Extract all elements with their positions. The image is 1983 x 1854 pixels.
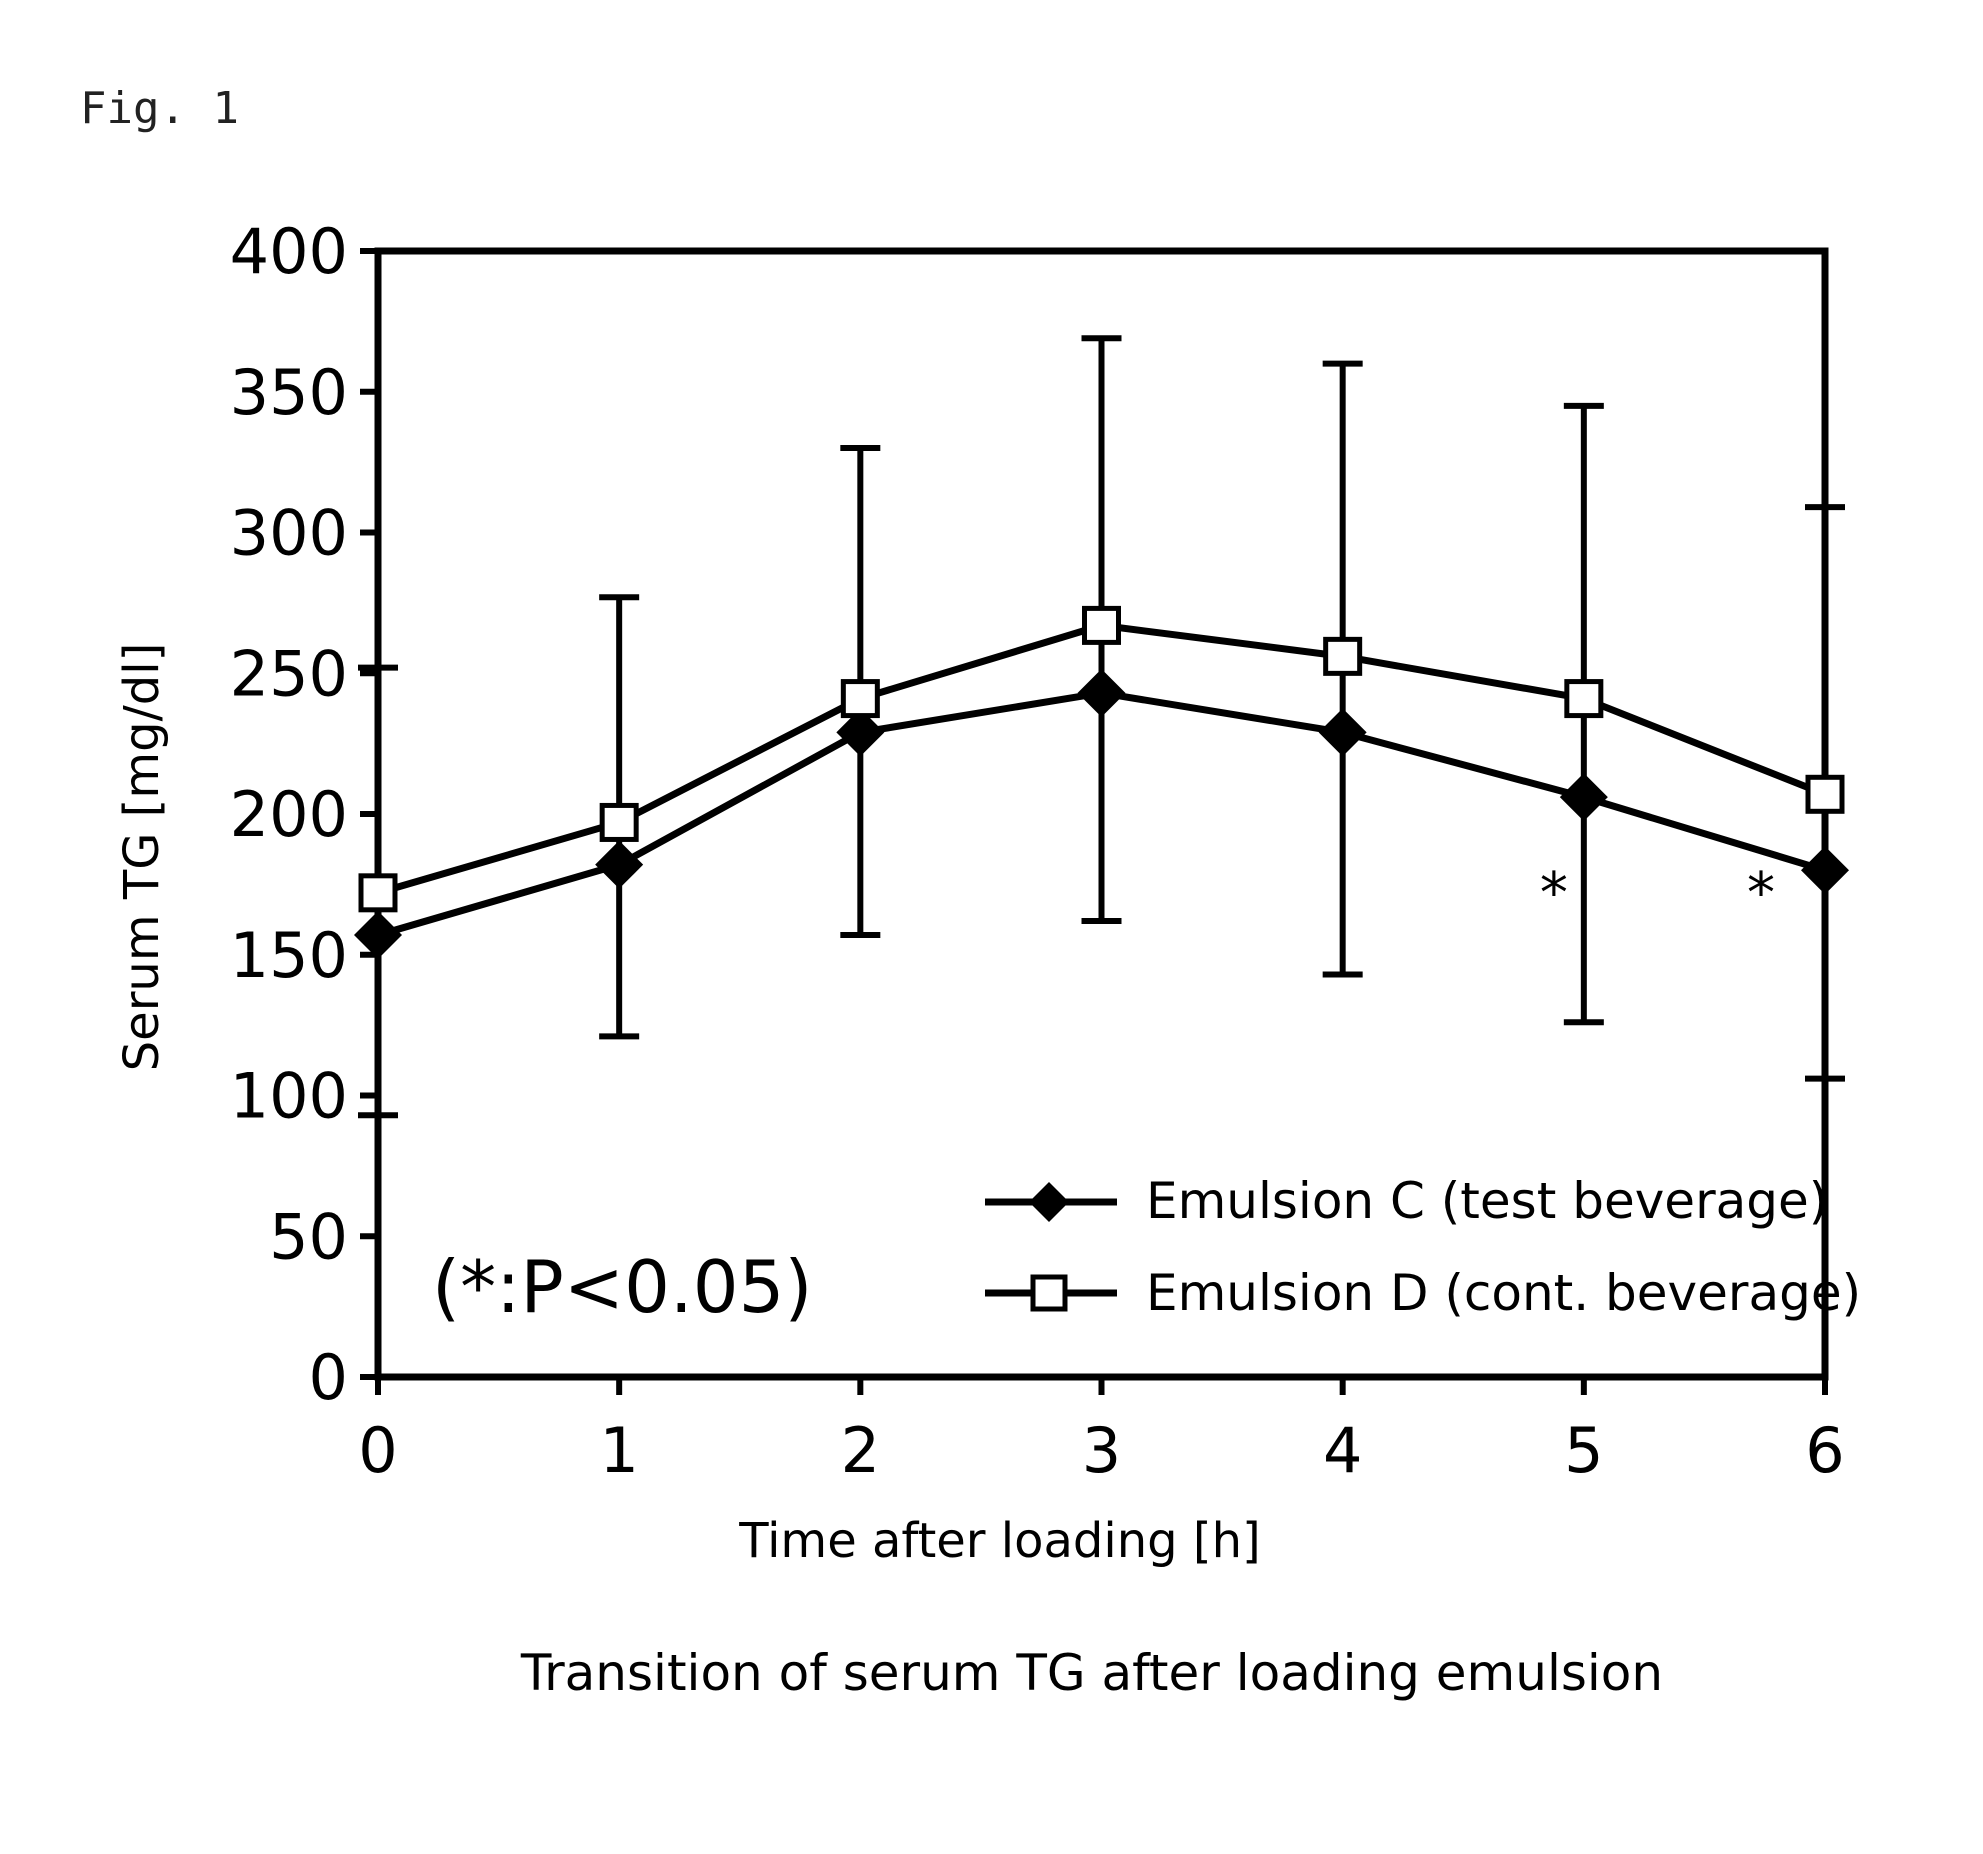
- figure-caption: Transition of serum TG after loading emu…: [520, 1644, 1663, 1702]
- y-tick-label: 0: [309, 1341, 348, 1414]
- data-point-emulsion-d: [361, 876, 395, 910]
- data-point-emulsion-c: [595, 841, 643, 889]
- legend-marker-diamond: [1029, 1182, 1069, 1222]
- x-tick-label: 0: [358, 1414, 397, 1487]
- y-tick-label: 200: [230, 778, 348, 851]
- y-tick-label: 250: [230, 637, 348, 710]
- y-tick-label: 150: [230, 919, 348, 992]
- significance-star: *: [1540, 861, 1568, 926]
- y-axis-title: Serum TG [mg/dl]: [114, 643, 170, 1072]
- figure: Fig. 1 050100150200250300350400 0123456 …: [0, 0, 1983, 1854]
- data-point-emulsion-d: [1326, 639, 1360, 673]
- data-point-emulsion-c: [1560, 773, 1608, 821]
- data-point-emulsion-c: [1801, 846, 1849, 894]
- y-tick-label: 50: [269, 1200, 348, 1273]
- x-tick-label: 2: [841, 1414, 880, 1487]
- data-point-emulsion-d: [1567, 682, 1601, 716]
- x-tick-label: 1: [599, 1414, 638, 1487]
- data-point-emulsion-c: [1319, 708, 1367, 756]
- error-bars: [358, 338, 1845, 1115]
- data-point-emulsion-d: [1085, 608, 1119, 642]
- data-point-emulsion-d: [602, 805, 636, 839]
- y-tick-label: 300: [230, 497, 348, 570]
- legend-label-emulsion-d: Emulsion D (cont. beverage): [1146, 1264, 1861, 1322]
- legend-label-emulsion-c: Emulsion C (test beverage): [1146, 1172, 1828, 1230]
- y-tick-label: 350: [230, 356, 348, 429]
- significance-note: (*:P<0.05): [432, 1245, 813, 1329]
- y-axis-ticks: 0 50 100 150 200 250 300 350 400: [230, 215, 378, 1414]
- legend-marker-square: [1033, 1277, 1065, 1309]
- x-tick-label: 5: [1564, 1414, 1603, 1487]
- x-axis-title: Time after loading [h]: [738, 1513, 1260, 1569]
- x-axis-ticks: 0 1 2 3 4 5 6: [358, 1377, 1844, 1487]
- y-tick-label: 100: [230, 1060, 348, 1133]
- data-point-emulsion-d: [843, 682, 877, 716]
- data-point-emulsion-d: [1808, 777, 1842, 811]
- y-tick-label: 400: [230, 215, 348, 288]
- x-tick-label: 4: [1323, 1414, 1362, 1487]
- x-tick-label: 3: [1082, 1414, 1121, 1487]
- x-tick-label: 6: [1805, 1414, 1844, 1487]
- data-point-emulsion-c: [1078, 669, 1126, 717]
- figure-label: Fig. 1: [80, 83, 239, 134]
- significance-markers: **: [1540, 861, 1775, 926]
- significance-star: *: [1747, 861, 1775, 926]
- legend: Emulsion C (test beverage) Emulsion D (c…: [985, 1172, 1861, 1322]
